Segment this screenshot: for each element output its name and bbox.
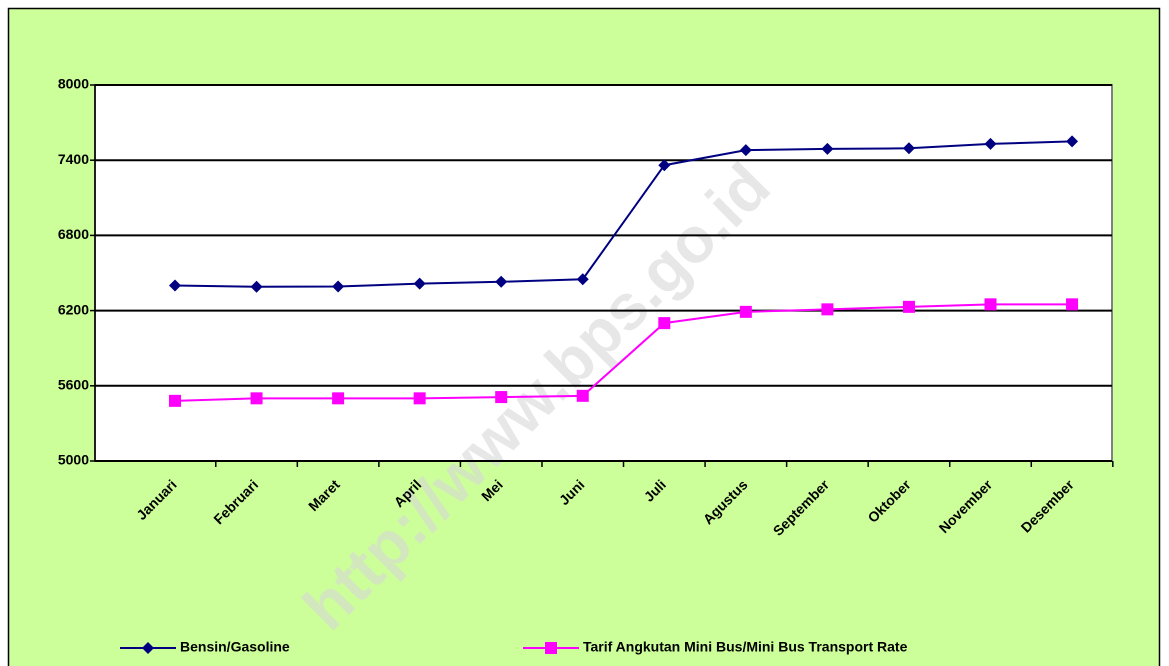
- point: [413, 277, 426, 290]
- point: [576, 273, 589, 286]
- point: [169, 394, 181, 407]
- point: [739, 305, 752, 318]
- point: [495, 275, 508, 288]
- point: [576, 389, 589, 402]
- legend-marker: [545, 642, 557, 654]
- y-tick-label: 5600: [58, 377, 89, 393]
- point: [250, 392, 263, 405]
- point: [984, 298, 997, 311]
- legend-marker: [142, 642, 154, 654]
- series-line: [174, 140, 1073, 288]
- point: [739, 144, 752, 157]
- y-tick-label: 6800: [58, 226, 89, 242]
- point: [413, 392, 426, 405]
- legend-label: Bensin/Gasoline: [180, 639, 290, 655]
- point: [169, 279, 181, 292]
- point: [902, 142, 915, 155]
- point: [902, 300, 915, 313]
- point: [658, 159, 671, 172]
- point: [1066, 135, 1079, 148]
- point: [821, 142, 834, 155]
- point: [495, 391, 508, 404]
- plot-area: [94, 84, 1113, 462]
- point: [332, 280, 345, 293]
- point: [250, 280, 263, 293]
- point: [984, 137, 997, 150]
- point: [821, 303, 834, 316]
- series-line: [174, 303, 1073, 402]
- y-tick-label: 6200: [58, 301, 89, 317]
- legend-label: Tarif Angkutan Mini Bus/Mini Bus Transpo…: [583, 639, 908, 655]
- y-tick-label: 8000: [58, 76, 89, 92]
- point: [658, 317, 671, 330]
- point: [1066, 298, 1079, 311]
- y-tick-label: 7400: [58, 151, 89, 167]
- point: [332, 392, 345, 405]
- y-tick-label: 5000: [58, 452, 89, 468]
